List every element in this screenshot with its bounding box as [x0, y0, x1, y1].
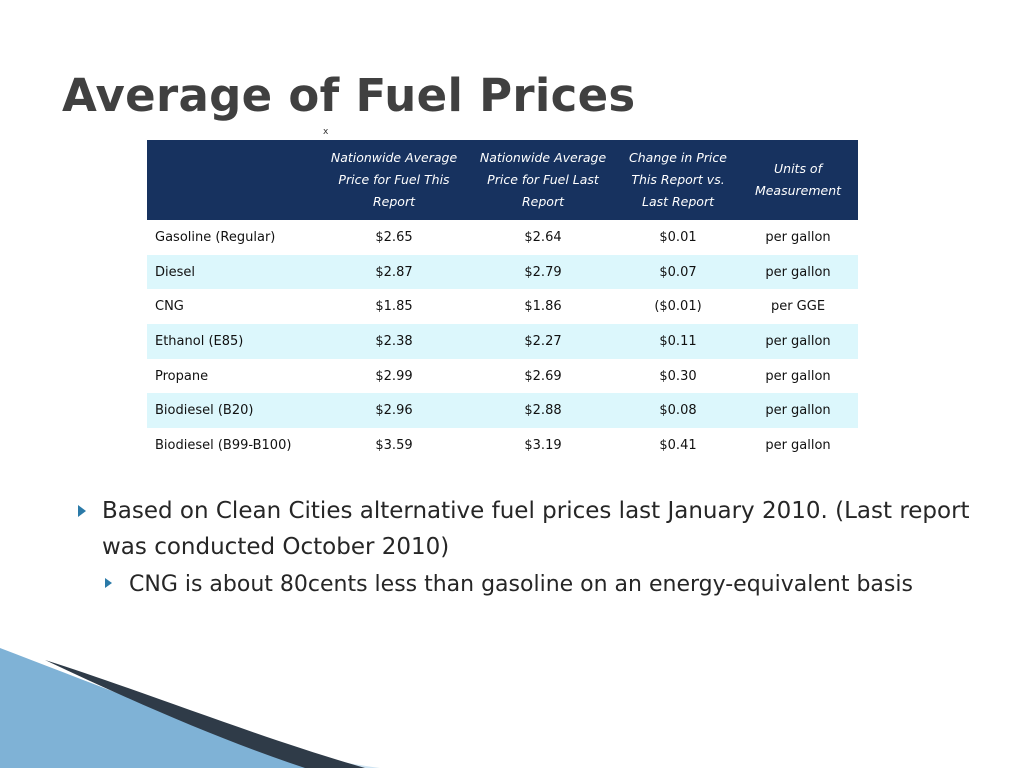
- header-this-report: Nationwide Average Price for Fuel This R…: [320, 140, 468, 220]
- last-report-price-cell: $2.64: [468, 220, 618, 255]
- last-report-price-cell: $3.19: [468, 428, 618, 463]
- slide-title: Average of Fuel Prices: [62, 69, 636, 122]
- bullet-list: Based on Clean Cities alternative fuel p…: [78, 493, 978, 602]
- fuel-name-cell: Biodiesel (B99-B100): [147, 428, 320, 463]
- table-row: Diesel $2.87 $2.79 $0.07 per gallon: [147, 254, 858, 290]
- header-fuel: [147, 140, 320, 220]
- price-change-cell: $0.07: [618, 254, 738, 290]
- bullet-text: Based on Clean Cities alternative fuel p…: [102, 498, 970, 560]
- unit-cell: per gallon: [738, 393, 858, 429]
- table-row: Biodiesel (B20) $2.96 $2.88 $0.08 per ga…: [147, 393, 858, 429]
- swoosh-mid-band: [0, 648, 330, 768]
- bullet-item: Based on Clean Cities alternative fuel p…: [78, 493, 978, 565]
- sub-bullet-item: CNG is about 80cents less than gasoline …: [105, 567, 978, 602]
- this-report-price-cell: $2.87: [320, 254, 468, 290]
- table-header-row: Nationwide Average Price for Fuel This R…: [147, 140, 858, 220]
- swoosh-light-band: [0, 655, 380, 768]
- price-change-cell: $0.01: [618, 220, 738, 255]
- this-report-price-cell: $2.99: [320, 358, 468, 394]
- last-report-price-cell: $2.79: [468, 254, 618, 290]
- unit-cell: per gallon: [738, 428, 858, 463]
- this-report-price-cell: $1.85: [320, 289, 468, 325]
- price-change-cell: ($0.01): [618, 289, 738, 325]
- stray-mark: x: [323, 127, 329, 137]
- table-row: Biodiesel (B99-B100) $3.59 $3.19 $0.41 p…: [147, 428, 858, 463]
- this-report-price-cell: $2.96: [320, 393, 468, 429]
- unit-cell: per gallon: [738, 324, 858, 359]
- last-report-price-cell: $2.69: [468, 358, 618, 394]
- table-row: CNG $1.85 $1.86 ($0.01) per GGE: [147, 289, 858, 325]
- unit-cell: per gallon: [738, 220, 858, 255]
- fuel-name-cell: Diesel: [147, 254, 320, 290]
- price-change-cell: $0.30: [618, 358, 738, 394]
- price-change-cell: $0.41: [618, 428, 738, 463]
- table-row: Propane $2.99 $2.69 $0.30 per gallon: [147, 358, 858, 394]
- triangle-bullet-icon: [78, 505, 86, 517]
- unit-cell: per GGE: [738, 289, 858, 325]
- header-last-report: Nationwide Average Price for Fuel Last R…: [468, 140, 618, 220]
- this-report-price-cell: $3.59: [320, 428, 468, 463]
- fuel-price-table: Nationwide Average Price for Fuel This R…: [147, 140, 858, 463]
- unit-cell: per gallon: [738, 358, 858, 394]
- unit-cell: per gallon: [738, 254, 858, 290]
- triangle-bullet-icon: [105, 578, 112, 588]
- swoosh-dark-band: [45, 660, 365, 768]
- last-report-price-cell: $2.27: [468, 324, 618, 359]
- header-change: Change in Price This Report vs. Last Rep…: [618, 140, 738, 220]
- last-report-price-cell: $2.88: [468, 393, 618, 429]
- last-report-price-cell: $1.86: [468, 289, 618, 325]
- header-units: Units of Measurement: [738, 140, 858, 220]
- fuel-name-cell: CNG: [147, 289, 320, 325]
- fuel-name-cell: Biodiesel (B20): [147, 393, 320, 429]
- table-row: Gasoline (Regular) $2.65 $2.64 $0.01 per…: [147, 220, 858, 255]
- price-change-cell: $0.11: [618, 324, 738, 359]
- price-change-cell: $0.08: [618, 393, 738, 429]
- fuel-name-cell: Propane: [147, 358, 320, 394]
- this-report-price-cell: $2.65: [320, 220, 468, 255]
- sub-bullet-text: CNG is about 80cents less than gasoline …: [129, 572, 913, 597]
- table-row: Ethanol (E85) $2.38 $2.27 $0.11 per gall…: [147, 324, 858, 359]
- fuel-name-cell: Gasoline (Regular): [147, 220, 320, 255]
- this-report-price-cell: $2.38: [320, 324, 468, 359]
- fuel-name-cell: Ethanol (E85): [147, 324, 320, 359]
